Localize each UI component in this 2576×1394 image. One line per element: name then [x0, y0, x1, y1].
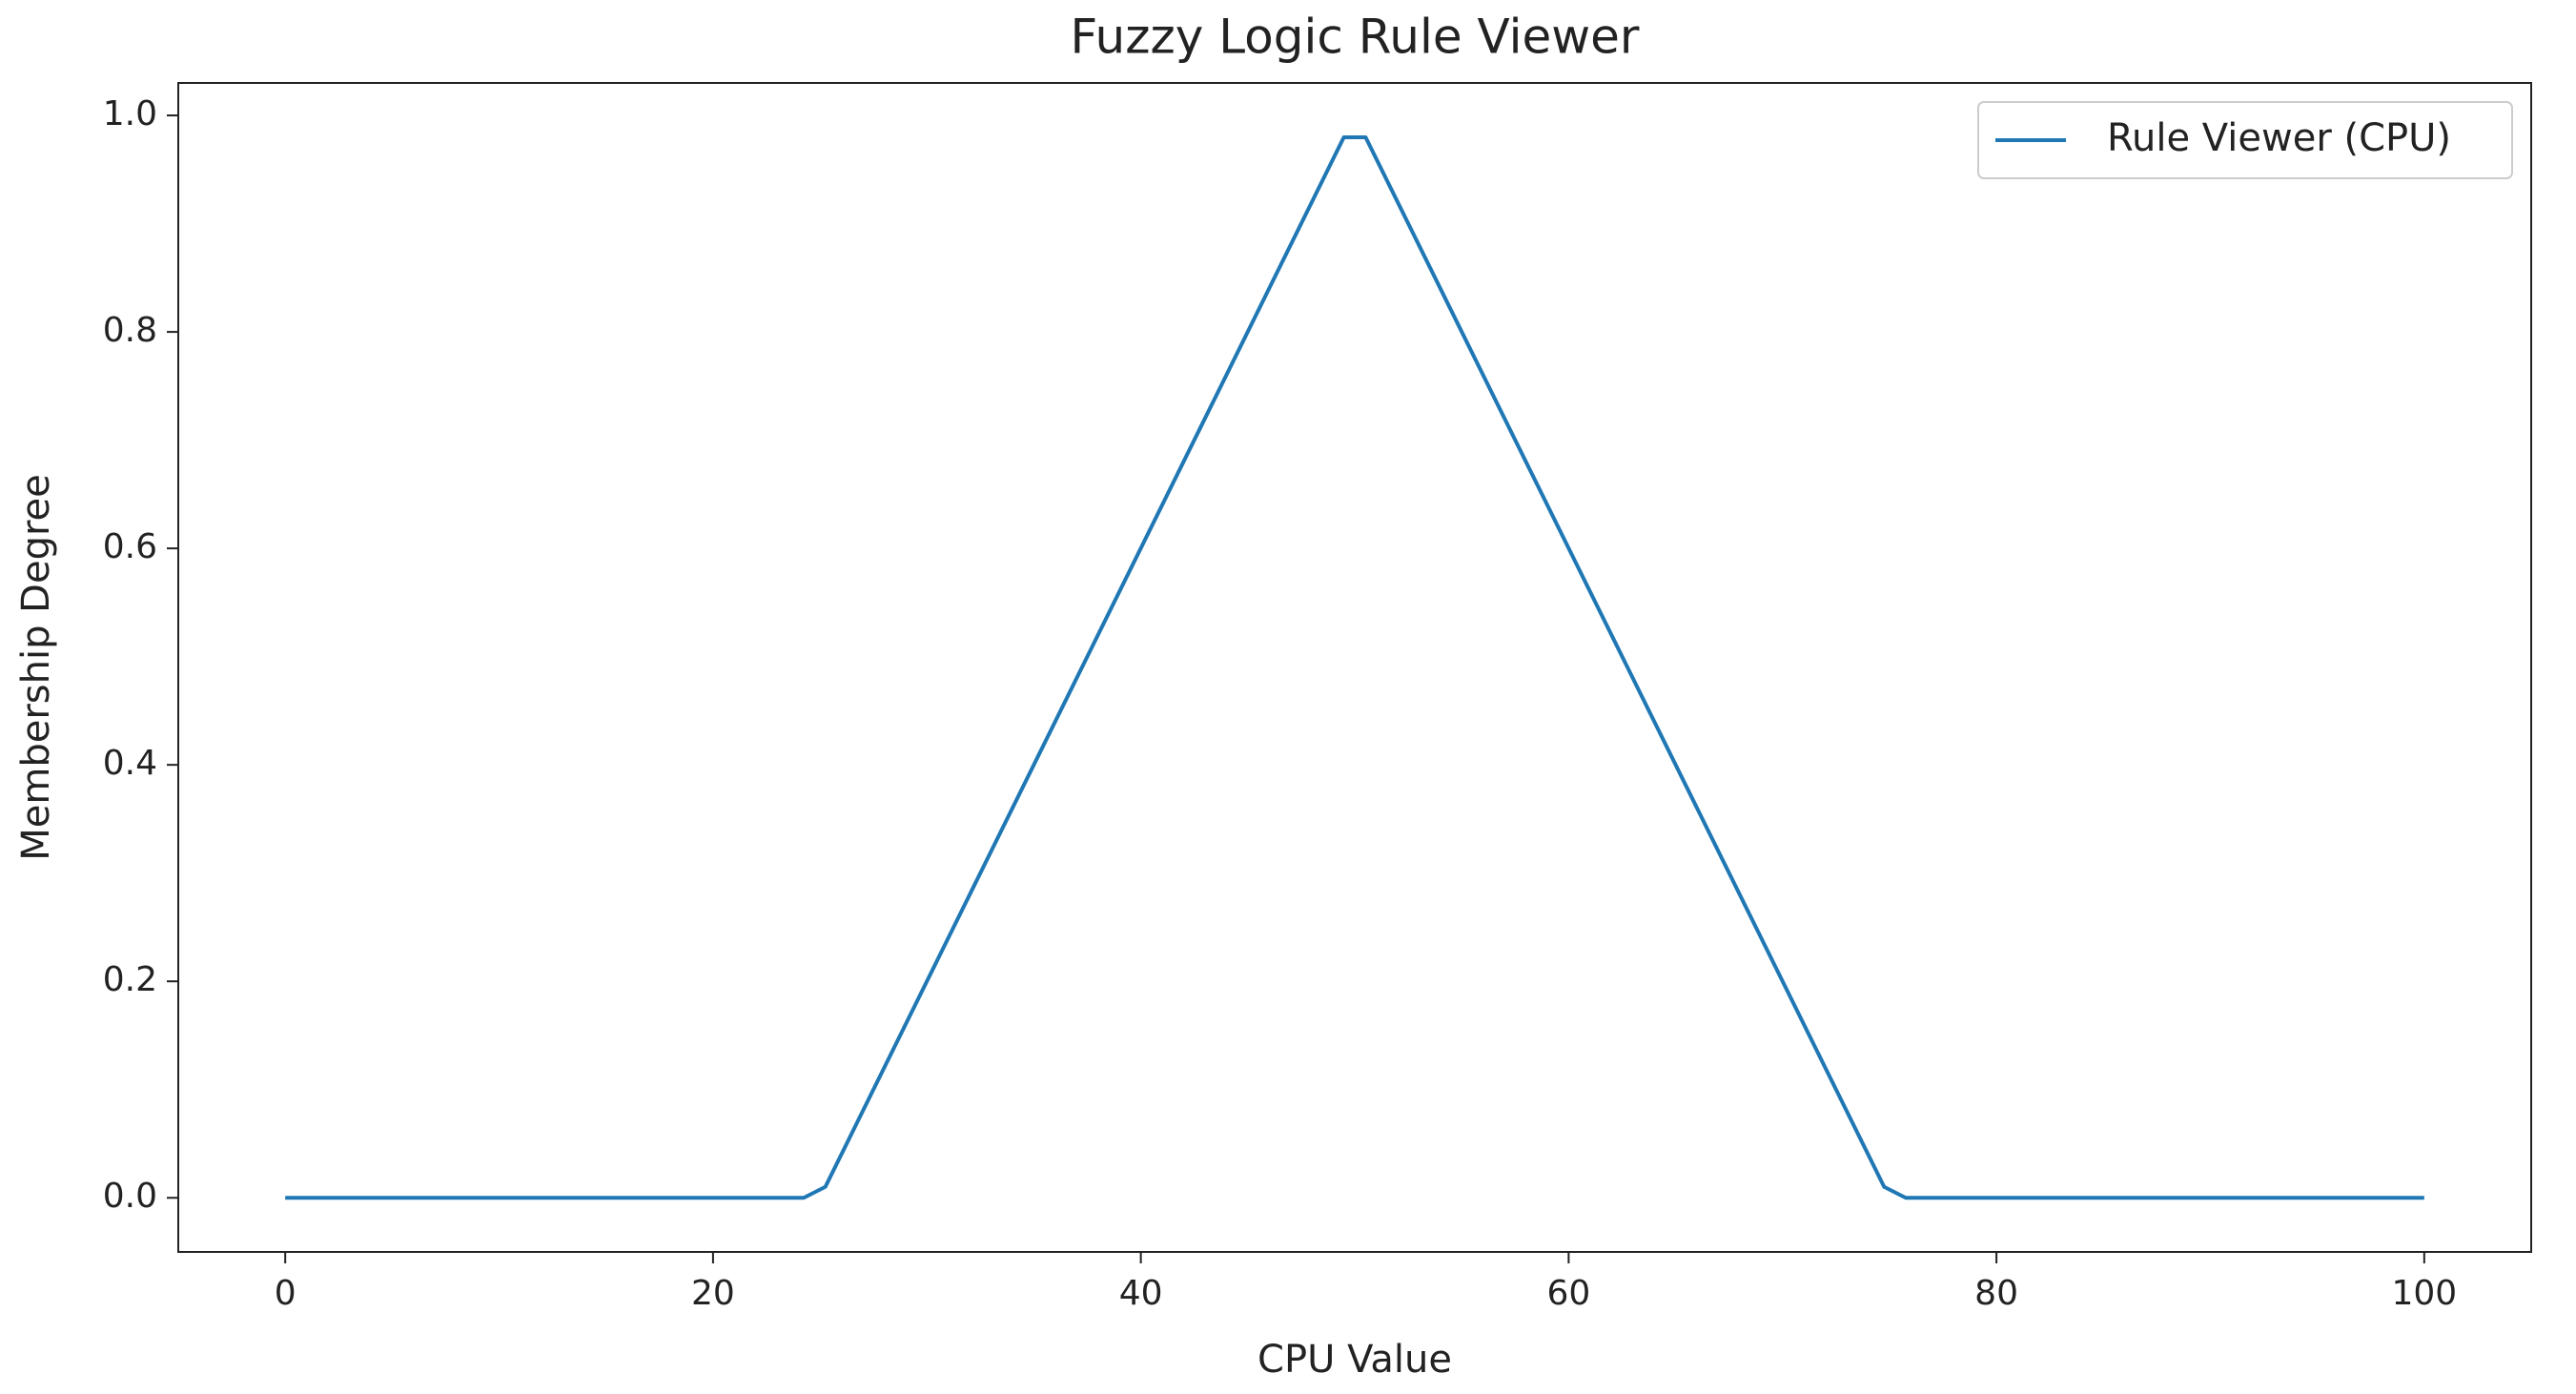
legend-box [1977, 101, 2513, 179]
plot-frame [177, 82, 2532, 1253]
y-tick-label: 0.2 [103, 960, 157, 999]
x-tick-label: 60 [1546, 1274, 1590, 1313]
y-axis-label: Membership Degree [14, 474, 58, 861]
x-axis-label: CPU Value [1257, 1338, 1452, 1382]
x-tick-label: 40 [1119, 1274, 1163, 1313]
y-tick-label: 0.4 [103, 744, 157, 783]
chart-title: Fuzzy Logic Rule Viewer [1071, 10, 1640, 65]
y-tick-label: 1.0 [103, 94, 157, 133]
y-tick-label: 0.0 [103, 1177, 157, 1216]
legend-label: Rule Viewer (CPU) [2107, 116, 2451, 160]
x-tick-label: 0 [275, 1274, 296, 1313]
y-tick-label: 0.8 [103, 311, 157, 350]
x-tick-label: 80 [1974, 1274, 2018, 1313]
x-tick-label: 100 [2391, 1274, 2457, 1313]
x-tick-label: 20 [691, 1274, 735, 1313]
y-tick-label: 0.6 [103, 527, 157, 566]
data-line [285, 134, 2424, 1200]
